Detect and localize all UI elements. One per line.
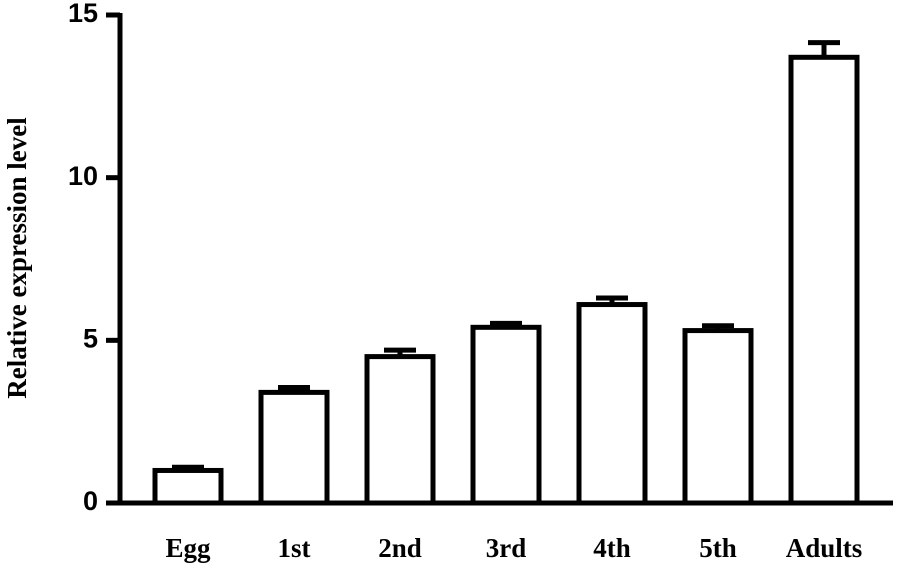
y-axis-label: Relative expression level bbox=[2, 117, 32, 399]
x-tick-label: Egg bbox=[165, 533, 211, 563]
x-tick-label: Adults bbox=[786, 533, 863, 563]
x-tick-label: 2nd bbox=[378, 533, 422, 563]
bar bbox=[470, 324, 542, 506]
bar bbox=[576, 302, 648, 506]
x-tick-label: 4th bbox=[593, 533, 631, 563]
y-tick-label: 0 bbox=[83, 486, 98, 516]
x-tick-label: 1st bbox=[278, 533, 311, 563]
bar bbox=[152, 467, 224, 506]
y-tick-label: 10 bbox=[68, 161, 98, 191]
x-tick-label: 3rd bbox=[486, 533, 527, 563]
bar bbox=[364, 354, 436, 506]
bar bbox=[682, 328, 754, 506]
bar bbox=[788, 54, 860, 506]
y-tick-label: 15 bbox=[68, 0, 98, 28]
x-tick-label: 5th bbox=[699, 533, 737, 563]
bar bbox=[258, 389, 330, 506]
y-tick-label: 5 bbox=[83, 323, 98, 353]
